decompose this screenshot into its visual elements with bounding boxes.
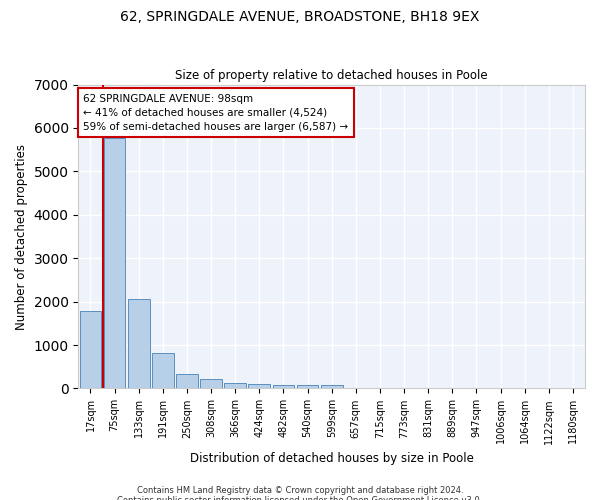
Bar — [128, 300, 149, 388]
Text: 62, SPRINGDALE AVENUE, BROADSTONE, BH18 9EX: 62, SPRINGDALE AVENUE, BROADSTONE, BH18 … — [121, 10, 479, 24]
Title: Size of property relative to detached houses in Poole: Size of property relative to detached ho… — [175, 69, 488, 82]
Bar — [104, 138, 125, 388]
Bar — [297, 385, 319, 388]
Bar — [80, 311, 101, 388]
Bar — [200, 379, 222, 388]
Y-axis label: Number of detached properties: Number of detached properties — [15, 144, 28, 330]
Bar — [248, 384, 270, 388]
Text: Contains public sector information licensed under the Open Government Licence v3: Contains public sector information licen… — [118, 496, 482, 500]
Text: Contains HM Land Registry data © Crown copyright and database right 2024.: Contains HM Land Registry data © Crown c… — [137, 486, 463, 495]
Text: 62 SPRINGDALE AVENUE: 98sqm
← 41% of detached houses are smaller (4,524)
59% of : 62 SPRINGDALE AVENUE: 98sqm ← 41% of det… — [83, 94, 349, 132]
X-axis label: Distribution of detached houses by size in Poole: Distribution of detached houses by size … — [190, 452, 473, 465]
Bar — [321, 385, 343, 388]
Bar — [152, 353, 173, 388]
Bar — [224, 382, 246, 388]
Bar — [176, 374, 198, 388]
Bar — [272, 385, 295, 388]
